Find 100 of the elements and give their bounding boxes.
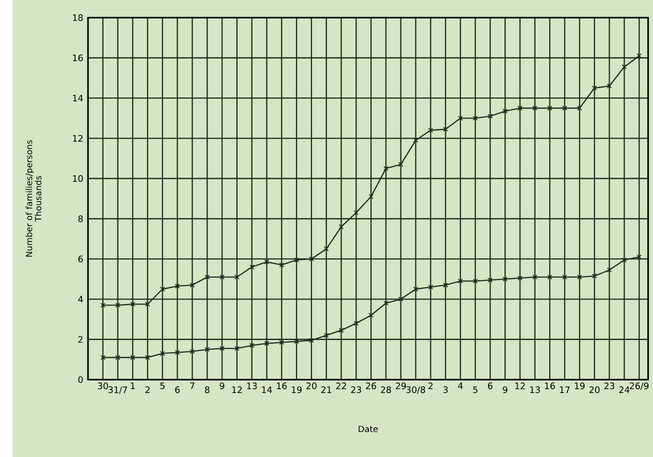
x-tick-label: 30/8 — [406, 386, 426, 394]
point — [354, 320, 359, 326]
x-tick-label: 9 — [502, 386, 508, 394]
point — [145, 302, 150, 307]
x-tick-label: 28 — [380, 386, 391, 394]
x-tick-label: 2 — [145, 386, 150, 393]
point — [383, 300, 388, 306]
point — [204, 346, 210, 352]
point — [532, 274, 538, 280]
point — [488, 114, 493, 119]
point — [338, 328, 344, 333]
point — [264, 340, 270, 346]
point — [547, 106, 552, 111]
point — [488, 278, 493, 283]
point — [592, 85, 597, 90]
point — [562, 106, 568, 111]
point — [160, 286, 165, 292]
y-tick-label: 4 — [78, 296, 83, 302]
point — [368, 312, 374, 318]
point — [532, 106, 538, 111]
x-tick-label: 20 — [306, 382, 317, 390]
x-tick-label: 20 — [589, 386, 600, 394]
point — [443, 126, 448, 132]
point — [115, 354, 120, 360]
point — [220, 274, 225, 280]
x-tick-label: 17 — [560, 386, 570, 393]
x-tick-label: 6 — [175, 386, 180, 394]
point — [324, 332, 329, 338]
x-tick-label: 29 — [396, 382, 406, 390]
x-tick-label: 23 — [351, 386, 362, 394]
x-tick-label: 23 — [604, 382, 614, 390]
point — [577, 274, 582, 280]
point — [174, 284, 180, 289]
point — [354, 210, 359, 216]
y-tick-label: 6 — [78, 256, 83, 262]
point — [308, 338, 314, 343]
point — [518, 276, 522, 281]
x-tick-label: 14 — [262, 386, 272, 393]
x-tick-label: 30 — [98, 382, 108, 390]
x-tick-label: 16 — [276, 382, 287, 390]
x-tick-label: 13 — [530, 386, 540, 394]
x-axis-title: Date — [358, 426, 378, 432]
x-tick-label: 4 — [458, 382, 463, 389]
x-tick-label: 2 — [428, 382, 433, 390]
point — [130, 302, 136, 307]
x-tick-label: 22 — [336, 382, 346, 390]
point — [547, 274, 552, 280]
point — [518, 106, 522, 111]
point — [443, 282, 448, 288]
point — [294, 257, 300, 262]
point — [368, 194, 374, 200]
x-tick-label: 24 — [619, 386, 630, 393]
x-tick-label: 1 — [130, 382, 135, 389]
point — [249, 342, 254, 348]
point — [249, 264, 254, 270]
point — [115, 302, 120, 308]
point — [428, 284, 434, 290]
x-tick-label: 21 — [321, 386, 332, 393]
x-tick-label: 9 — [220, 382, 224, 390]
point — [428, 128, 434, 133]
y-tick-label: 18 — [73, 14, 83, 21]
point — [204, 274, 210, 280]
point — [458, 278, 463, 284]
x-tick-label: 31/7 — [108, 386, 128, 394]
point — [398, 162, 404, 167]
y-tick-label: 16 — [73, 54, 83, 62]
point — [502, 108, 508, 114]
point — [190, 282, 195, 288]
point — [220, 346, 225, 351]
point — [264, 259, 270, 264]
point — [398, 296, 404, 302]
x-tick-label: 5 — [473, 386, 478, 394]
point — [606, 83, 612, 88]
point — [606, 267, 612, 272]
x-tick-label: 19 — [292, 386, 302, 394]
y-tick-label: 12 — [73, 134, 82, 142]
y-axis-title: Number of families/persons Thousands — [26, 140, 42, 257]
point — [145, 354, 150, 360]
point — [472, 278, 478, 284]
y-tick-label: 14 — [73, 94, 83, 102]
y-tick-label: 8 — [78, 215, 83, 222]
x-tick-label: 5 — [160, 382, 165, 390]
point — [190, 348, 195, 354]
point — [622, 257, 627, 262]
point — [338, 224, 344, 230]
point — [592, 274, 597, 278]
point — [472, 116, 478, 121]
point — [383, 166, 388, 171]
x-tick-label: 16 — [545, 382, 555, 390]
point — [562, 274, 568, 280]
point — [622, 64, 627, 70]
x-tick-label: 26 — [366, 382, 376, 390]
point — [160, 350, 165, 356]
point — [324, 246, 329, 252]
x-tick-label: 6 — [488, 382, 492, 390]
point — [279, 340, 284, 345]
x-tick-label: 7 — [190, 382, 194, 389]
x-tick-label: 12 — [232, 386, 242, 393]
point — [130, 354, 136, 360]
x-tick-label: 8 — [204, 386, 210, 394]
